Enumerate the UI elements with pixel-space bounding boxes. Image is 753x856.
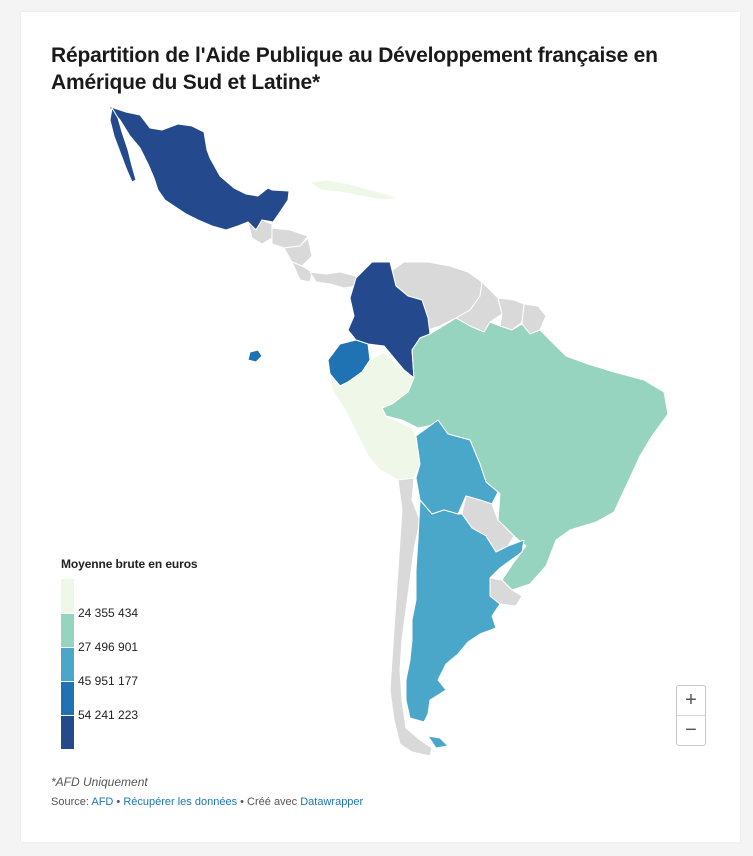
legend-break-label: 27 496 901 <box>78 640 139 654</box>
map[interactable] <box>21 12 740 772</box>
source-line: Source: AFD • Récupérer les données • Cr… <box>51 796 363 808</box>
datawrapper-link[interactable]: Datawrapper <box>300 796 364 808</box>
legend-swatch-5 <box>61 715 74 749</box>
country-mexique[interactable] <box>107 105 290 231</box>
zoom-control: + − <box>676 685 706 746</box>
zoom-divider <box>677 715 705 716</box>
zoom-in-button[interactable]: + <box>685 689 697 711</box>
legend-tick <box>61 647 74 648</box>
legend-break-label: 24 355 434 <box>78 606 139 620</box>
chart-card: Répartition de l'Aide Publique au Dévelo… <box>21 12 740 842</box>
country-argentine[interactable] <box>405 499 525 723</box>
legend-break-label: 45 951 177 <box>78 674 139 688</box>
created-with-text: • Créé avec <box>237 796 301 808</box>
country-mexique-baja[interactable] <box>109 107 137 183</box>
zoom-out-button[interactable]: − <box>685 719 697 741</box>
country-panama[interactable] <box>309 271 359 289</box>
source-prefix: Source: <box>51 796 92 808</box>
legend: Moyenne brute en euros 24 355 434 27 496… <box>61 557 198 749</box>
country-suriname[interactable] <box>497 297 525 331</box>
footnote: *AFD Uniquement <box>51 775 148 789</box>
legend-tick <box>61 715 74 716</box>
legend-color-bar <box>61 579 74 749</box>
legend-swatch-1 <box>61 579 74 613</box>
legend-swatch-3 <box>61 647 74 681</box>
legend-swatch-2 <box>61 613 74 647</box>
source-separator: • <box>113 796 124 808</box>
country-costa-rica[interactable] <box>291 261 313 283</box>
legend-swatch-4 <box>61 681 74 715</box>
legend-tick <box>61 681 74 682</box>
download-data-link[interactable]: Récupérer les données <box>123 796 238 808</box>
legend-body: 24 355 434 27 496 901 45 951 177 54 241 … <box>61 579 198 749</box>
legend-break-label: 54 241 223 <box>78 708 139 722</box>
legend-tick <box>61 613 74 614</box>
legend-title: Moyenne brute en euros <box>61 557 198 571</box>
country-galapagos[interactable] <box>247 349 263 363</box>
source-link-afd[interactable]: AFD <box>91 796 114 808</box>
country-chili[interactable] <box>389 477 433 757</box>
country-argentine-tdf[interactable] <box>427 735 449 749</box>
country-cuba[interactable] <box>309 179 401 201</box>
map-title: Répartition de l'Aide Publique au Dévelo… <box>51 44 658 94</box>
